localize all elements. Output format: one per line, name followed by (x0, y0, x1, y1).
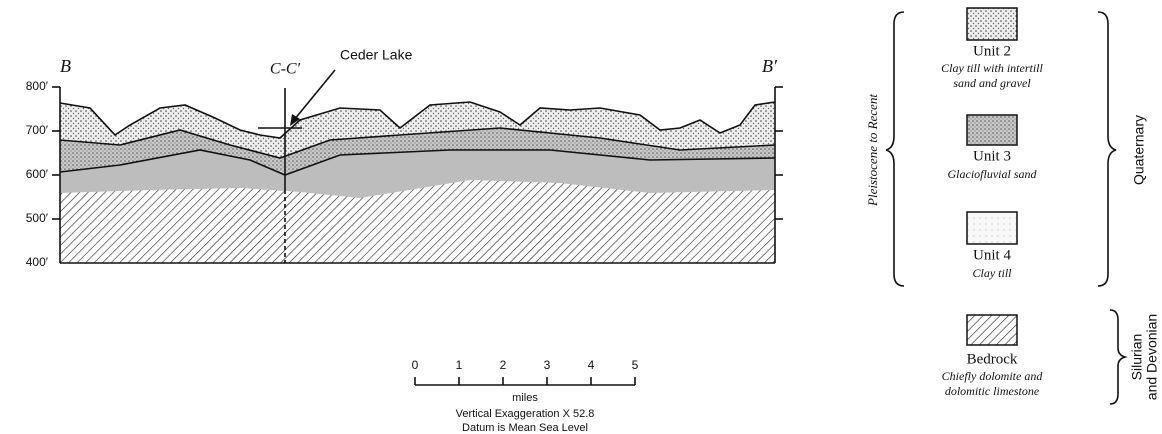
elevation-label: 600′ (26, 167, 49, 181)
legend-label: Bedrock (967, 351, 1018, 367)
note: Datum is Mean Sea Level (462, 422, 588, 434)
legend (885, 7, 1128, 405)
legend-label: Unit 3 (973, 148, 1011, 164)
elevation-label: 400′ (26, 255, 49, 269)
cross-label: C-C′ (270, 61, 301, 78)
legend-label: Unit 2 (973, 43, 1011, 59)
age-label: Pleistocene to Recent (865, 94, 880, 207)
scale-label: 5 (632, 358, 639, 372)
cross-section (52, 69, 783, 264)
legend-description: Glaciofluvial sand (948, 167, 1038, 181)
lake-label: Ceder Lake (340, 47, 413, 63)
elevation-label: 700′ (26, 123, 49, 137)
period-label: and Devonian (1144, 314, 1160, 400)
elevation-label: 500′ (26, 211, 49, 225)
period-label: Quaternary (1131, 115, 1147, 185)
scale-label: 1 (456, 358, 463, 372)
note: Vertical Exaggeration X 52.8 (456, 408, 595, 420)
legend-description: sand and gravel (953, 76, 1031, 90)
period-label: Silurian (1129, 334, 1145, 381)
scale-label: 2 (500, 358, 507, 372)
elevation-label: 800′ (26, 79, 49, 93)
legend-description: Clay till (973, 266, 1013, 280)
legend-description: dolomitic limestone (945, 384, 1040, 398)
scale-unit: miles (512, 392, 538, 404)
scale-bar (414, 377, 636, 386)
scale-label: 4 (588, 358, 595, 372)
section-end-label: B (60, 56, 71, 76)
legend-description: Clay till with intertill (941, 61, 1043, 75)
legend-description: Chiefly dolomite and (942, 369, 1044, 383)
legend-label: Unit 4 (973, 247, 1011, 263)
scale-label: 0 (412, 358, 419, 372)
scale-label: 3 (544, 358, 551, 372)
section-end-label: B′ (762, 56, 778, 76)
